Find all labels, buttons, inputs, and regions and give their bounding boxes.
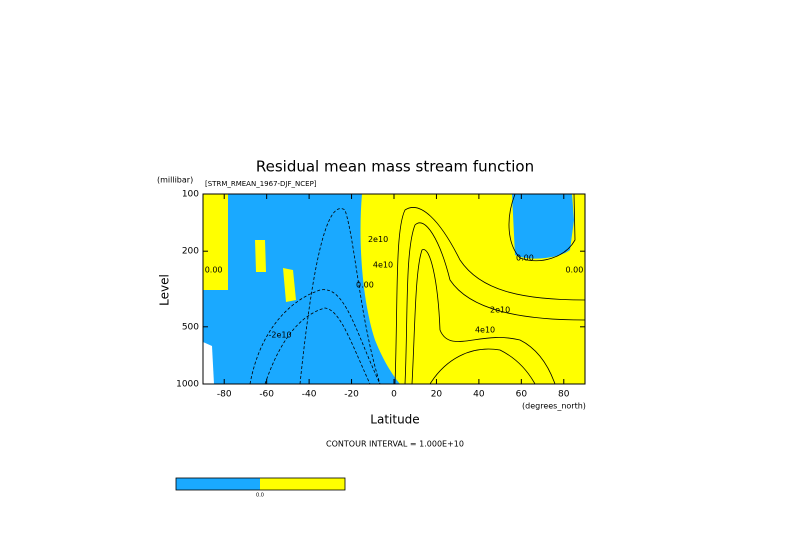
contour-line — [429, 348, 536, 385]
y-tick-label: 200 — [182, 247, 199, 257]
positive-fill — [255, 240, 266, 272]
contour-line — [508, 193, 576, 262]
contour-label: 4e10 — [373, 260, 393, 269]
x-tick-label: -60 — [259, 390, 274, 400]
x-tick-label: 40 — [473, 390, 485, 400]
contour-line — [411, 249, 556, 385]
contour-label: -2e10 — [268, 330, 291, 339]
x-tick-label: -80 — [217, 390, 232, 400]
colorbar: 0.0 — [175, 477, 346, 499]
contour-line — [264, 307, 371, 385]
contour-label: 2e10 — [490, 306, 510, 315]
x-tick-label: -20 — [344, 390, 359, 400]
x-tick-label: 80 — [558, 390, 570, 400]
contour-label: 4e10 — [475, 326, 495, 335]
y-tick-label: 100 — [182, 190, 199, 200]
y-axis-label: Level — [158, 274, 172, 306]
negative-fill — [203, 194, 400, 384]
y-tick-label: 1000 — [176, 380, 199, 390]
contour-label: 0.00 — [356, 280, 374, 289]
negative-fill — [512, 194, 574, 259]
x-tick-label: -40 — [302, 390, 317, 400]
contour-label: 0.00 — [565, 265, 583, 274]
positive-fill — [283, 268, 296, 302]
colorbar-negative — [176, 478, 260, 490]
chart-title: Residual mean mass stream function — [256, 158, 534, 176]
subtitle: [STRM_RMEAN_1967-DJF_NCEP] — [205, 180, 317, 188]
footnote: CONTOUR INTERVAL = 1.000E+10 — [326, 440, 464, 449]
colorbar-positive — [260, 478, 345, 490]
x-tick-label: 0 — [391, 390, 397, 400]
contour-label: 0.00 — [205, 265, 223, 274]
y-tick-label: 500 — [182, 322, 199, 332]
colorbar-frame — [175, 477, 346, 491]
contour-line — [404, 222, 586, 385]
contour-line — [394, 207, 586, 385]
x-tick-label: 20 — [431, 390, 443, 400]
y-unit-label: (millibar) — [157, 176, 193, 185]
contour-line — [249, 289, 381, 385]
plot-area — [202, 193, 586, 385]
colorbar-label: 0.0 — [256, 493, 264, 499]
contour-label: 0.00 — [516, 253, 534, 262]
contour-label: 2e10 — [368, 235, 388, 244]
missing-area — [203, 342, 214, 384]
x-tick-label: 60 — [516, 390, 528, 400]
x-unit-label: (degrees_north) — [522, 402, 586, 411]
x-axis-label: Latitude — [370, 413, 419, 427]
